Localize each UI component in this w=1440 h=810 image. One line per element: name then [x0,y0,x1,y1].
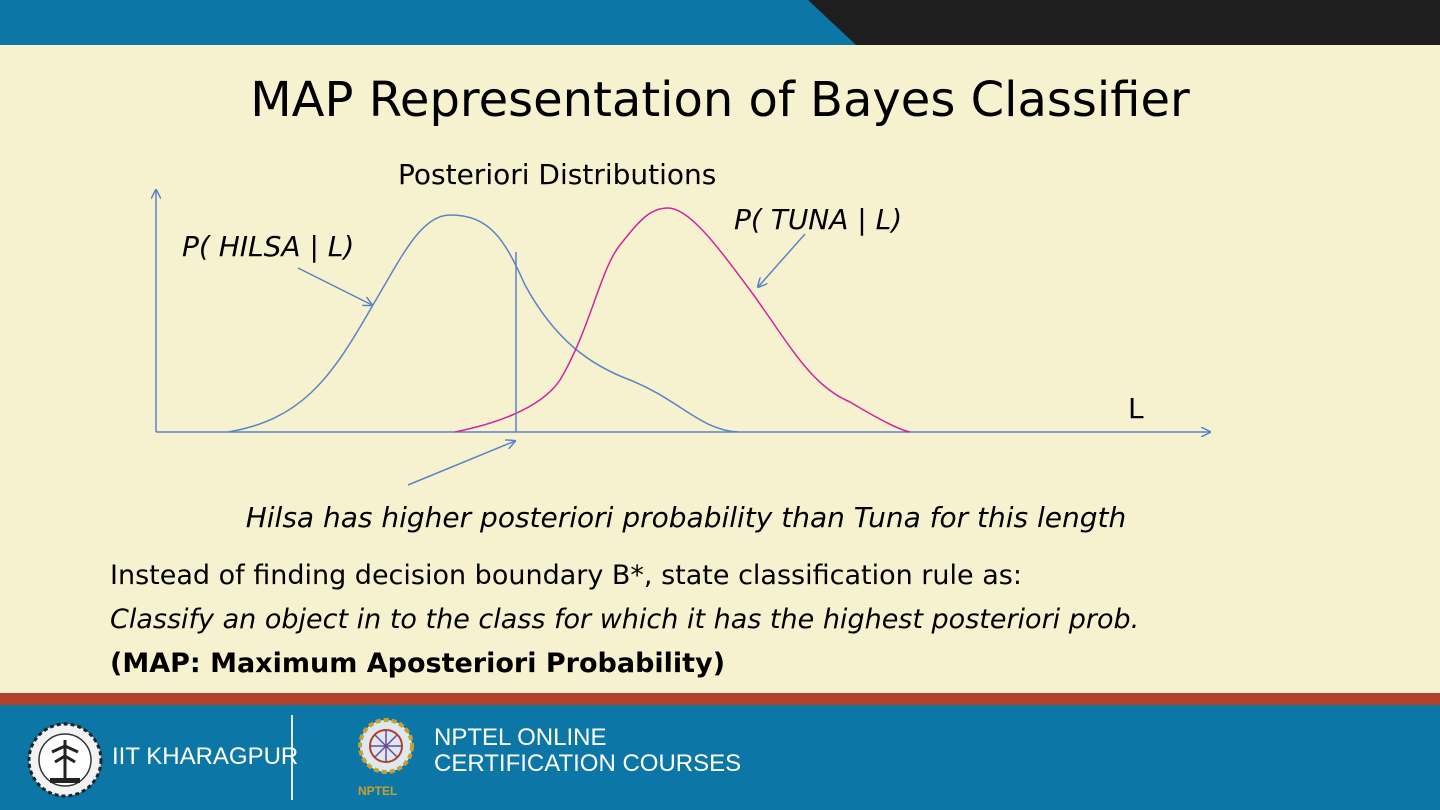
program-name-line1: NPTEL ONLINE [434,724,607,751]
iit-kharagpur-logo [27,722,103,798]
body-line-rule-intro: Instead of finding decision boundary B*,… [110,560,1022,591]
slide-title: MAP Representation of Bayes Classifier [250,72,1190,128]
hilsa-label: P( HILSA | L) [182,230,354,263]
footer-bar [0,693,1440,810]
tuna-label: P( TUNA | L) [734,203,902,236]
header-bar [0,0,1440,45]
tuna-curve [454,207,911,433]
nptel-wordmark: NPTEL [358,784,398,798]
decision-pointer-arrow [407,441,515,486]
hilsa-pointer-arrow [297,267,372,305]
posteriori-diagram: Posteriori Distributions P( HILSA | L) P… [0,158,1440,534]
program-name-line2: CERTIFICATION COURSES [434,750,742,777]
nptel-logo [358,718,414,774]
tuna-pointer-arrow [758,233,806,287]
institute-name: IIT KHARAGPUR [112,743,299,770]
hilsa-curve [227,214,739,433]
diagram-heading: Posteriori Distributions [398,158,716,191]
diagram-caption: Hilsa has higher posteriori probability … [246,501,1127,534]
body-line-map: (MAP: Maximum Aposteriori Probability) [110,648,726,679]
body-line-rule: Classify an object in to the class for w… [110,604,1140,635]
axis-label-l: L [1128,392,1144,425]
